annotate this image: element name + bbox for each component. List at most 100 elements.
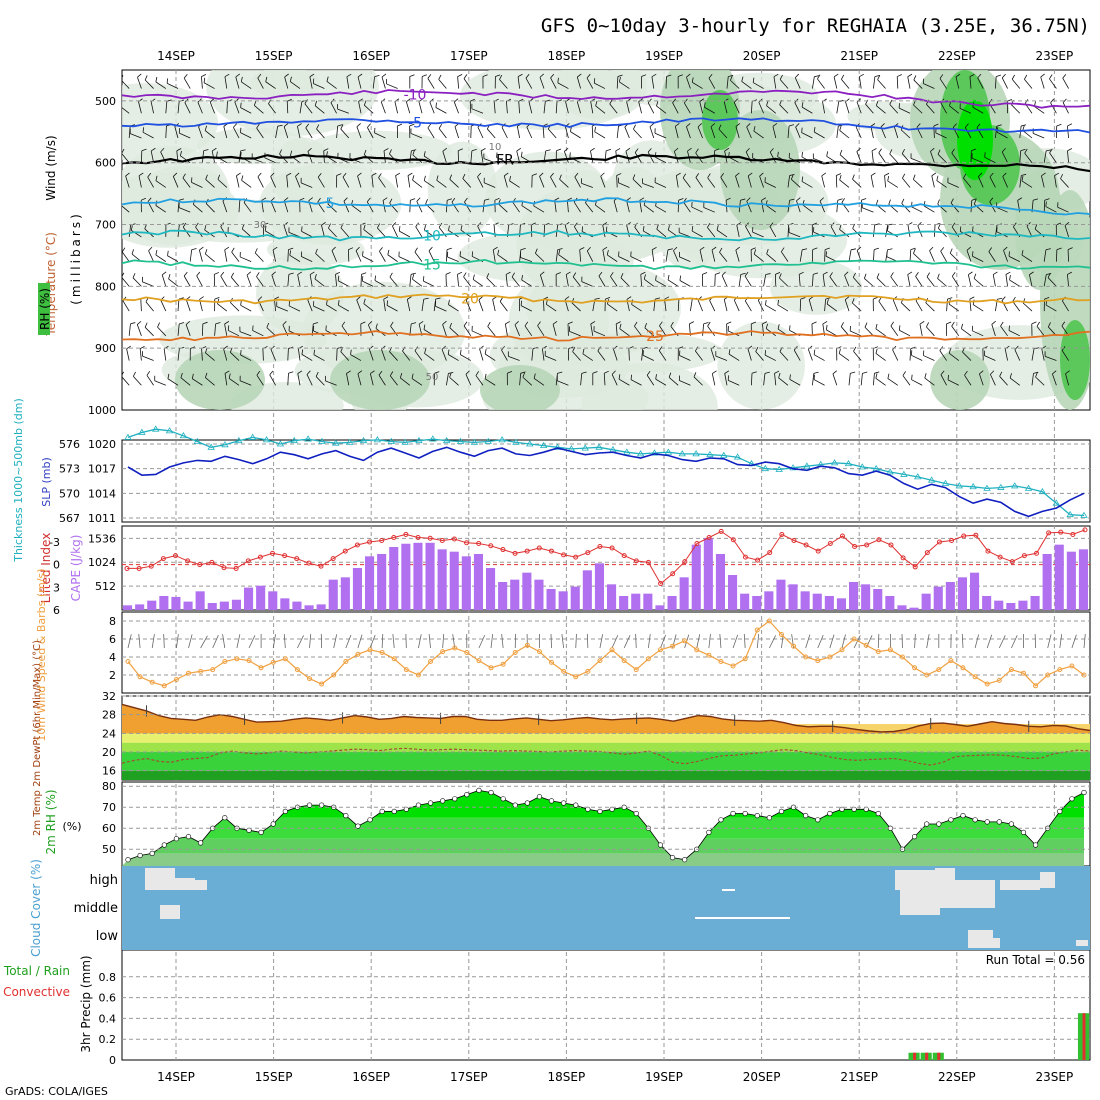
wind-barb [196,275,203,287]
wind-barb [284,76,289,89]
wind-barb-flag [826,299,829,305]
wind-barb [1005,274,1008,287]
wind-barb [907,274,911,287]
wind-barb [144,327,154,337]
wind-barb-flag [493,246,498,251]
rh-point [500,796,506,802]
wind-barb-flag [930,147,935,152]
wind-barb-flag [122,371,125,376]
cape-bar [897,605,907,610]
wind-barb-flag [972,226,974,232]
wind-barb-flag [414,346,419,352]
wind-barb [557,82,569,89]
rh-point [851,806,857,812]
wind-barb [747,175,752,188]
wind-barb-flag [1056,123,1062,127]
wind-barb-flag [822,271,828,275]
wind-barb [389,375,398,386]
wind-barb-flag [283,123,289,127]
wind-barb-flag [852,223,855,229]
wind-barb-flag [179,322,185,325]
wind-barb [655,280,667,287]
wind-barb [659,325,667,337]
wind-barb [679,232,691,238]
wind-barb-flag [611,370,616,375]
wind-barb [429,101,435,114]
thickness-point [886,468,894,475]
wind10-barb [708,634,711,649]
wind-barb [327,203,337,213]
wind-barb [870,175,874,188]
wind-barb [226,101,228,114]
wind-barb-flag [423,151,426,157]
wind10-barb [283,634,286,649]
wind10-point [778,632,784,637]
cloud-label: Cloud Cover (%) [29,859,43,957]
wind-barb-flag [850,248,857,251]
wind-barb [389,351,398,361]
wind-barb-flag [1001,296,1006,301]
wind-barb [801,106,813,114]
cape-bar [558,591,568,610]
wind-barb [859,76,862,89]
wind-barb [901,153,911,163]
wind-barb [1026,225,1033,238]
temp-tick-label: 32 [102,690,116,703]
wind-barb [826,329,837,337]
wind-barb [168,278,179,287]
wind-barb-flag [719,247,723,253]
ua-wind-label: Wind (m/s) [44,135,58,200]
wind-barb-flag [215,322,221,325]
rh-point [488,789,494,796]
wind-barb-flag [397,123,403,127]
wind-barb [142,281,154,287]
wind-barb-flag [852,174,855,180]
wind-barb [845,101,850,114]
wind-barb-flag [410,198,416,201]
wind-barb [1021,254,1033,262]
rh-area-bands [122,790,1084,866]
wind-barb-flag [295,172,300,177]
wind-barb [675,175,679,188]
wind-barb [1064,225,1069,238]
wind-barb [314,105,325,114]
date-axis-labels: 14SEP14SEP15SEP15SEP16SEP16SEP17SEP17SEP… [157,49,1073,1084]
wind-barb [594,82,606,89]
wind-barb-flag [261,197,267,201]
wind-barb [1067,249,1069,262]
wind-barb [138,101,142,114]
wind-barb [631,304,642,312]
wind-barb-flag [887,175,890,182]
rh-point [984,819,990,825]
wind-barb [835,175,838,188]
wind-barb-flag [478,296,483,301]
wind-barb-flag [326,299,328,305]
wind-barb-flag [371,172,377,176]
rh-point [1020,829,1027,836]
rh-point [706,829,712,836]
wind-barb-flag [856,98,862,103]
wind-barb-flag [460,225,463,231]
wind-barb-flag [674,147,679,152]
wind-barb-flag [265,76,268,82]
wind-barb [643,204,655,213]
wind10-line [127,620,1085,687]
wind-barb-flag [1067,271,1073,275]
wind-barb-flag [204,125,208,131]
li-point [827,541,833,547]
wind-barb [524,325,533,337]
wind-barb-flag [870,123,876,127]
wind10-point [428,659,434,664]
wind10-barb [236,634,241,649]
wind10-barb [841,634,846,649]
wind10-barb [805,634,811,649]
wind-barb-flag [438,123,443,129]
wind-barb [398,256,410,262]
wind-barb [357,175,362,188]
wind-barb [204,130,215,139]
wind-barb [977,77,984,89]
wind-barb-flag [725,197,731,201]
wind-barb [366,201,374,213]
wind10-barb [877,633,880,649]
wind-barb-flag [724,147,730,152]
